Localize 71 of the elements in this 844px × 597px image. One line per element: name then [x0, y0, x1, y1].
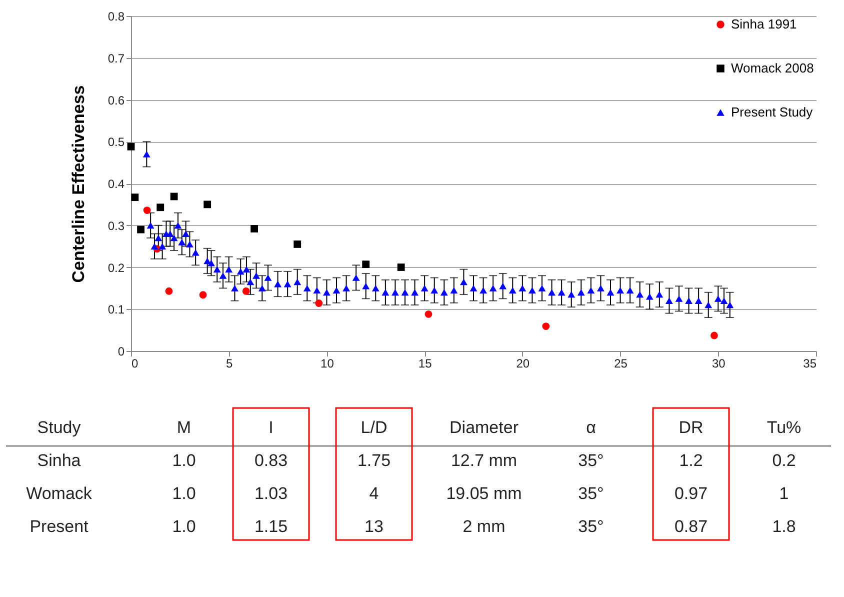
x-tick-label: 0	[132, 356, 138, 370]
y-tick-label: 0.6	[108, 93, 125, 108]
text: Diameter	[450, 418, 519, 437]
text: 1.15	[254, 517, 288, 536]
text: 0.97	[674, 484, 708, 503]
text: 0.83	[254, 451, 288, 470]
point	[156, 204, 164, 212]
text: 1.8	[772, 517, 796, 536]
text: 1	[779, 484, 789, 503]
x-tick-label: 30	[712, 356, 726, 370]
point	[131, 194, 139, 202]
point	[294, 240, 302, 248]
text: 2 mm	[462, 517, 506, 536]
text: DR	[678, 418, 704, 437]
text: 19.05 mm	[446, 484, 522, 503]
text: α	[586, 418, 596, 437]
text: 1.03	[254, 484, 288, 503]
point	[397, 264, 405, 271]
point	[143, 206, 151, 214]
x-tick-label: 20	[516, 356, 530, 370]
point	[315, 300, 323, 307]
text: Womack	[26, 484, 92, 503]
point	[165, 287, 173, 295]
point	[542, 322, 550, 330]
point	[199, 291, 207, 299]
x-tick-label: 35	[803, 356, 817, 370]
point	[127, 142, 135, 150]
y-tick-label: 0.4	[108, 177, 125, 191]
text: 1.0	[172, 517, 196, 536]
point	[250, 225, 258, 232]
text: 35°	[578, 517, 604, 536]
point	[204, 200, 212, 208]
text: Present	[30, 517, 89, 536]
x-tick-label: 5	[226, 356, 234, 370]
text: 35°	[578, 484, 604, 503]
y-tick-label: 0.3	[108, 218, 125, 233]
point	[170, 192, 178, 200]
text: 0.2	[772, 451, 796, 470]
text: Sinha	[37, 451, 82, 470]
point	[362, 260, 370, 268]
text: 4	[369, 484, 379, 503]
point	[424, 310, 432, 318]
text: 35°	[578, 451, 604, 470]
y-tick-label: 0	[118, 344, 125, 358]
point	[137, 226, 144, 234]
text: Study	[37, 418, 82, 437]
legend-label: Present Study	[731, 104, 814, 120]
text: 12.7 mm	[450, 451, 518, 470]
text: L/D	[360, 418, 388, 437]
y-tick-label: 0.2	[108, 260, 125, 275]
x-tick-label: 10	[320, 356, 334, 370]
text: 1.0	[172, 451, 196, 470]
y-tick-label: 0.5	[108, 135, 125, 150]
text: M	[176, 418, 192, 437]
text: 1.75	[357, 451, 391, 470]
point	[710, 332, 718, 340]
text: I	[268, 418, 274, 437]
y-axis-title: Centerline Effectiveness	[68, 85, 88, 283]
x-tick-label: 25	[614, 356, 628, 370]
point	[242, 287, 250, 295]
y-tick-label: 0.8	[108, 10, 125, 24]
legend-label: Sinha 1991	[731, 16, 797, 32]
text: 1.2	[679, 451, 703, 470]
text: 1.0	[172, 484, 196, 503]
y-tick-label: 0.7	[108, 51, 125, 66]
legend-label: Womack 2008	[731, 60, 814, 76]
text: 13	[364, 517, 384, 536]
text: 0.87	[674, 517, 708, 536]
x-tick-label: 15	[418, 356, 432, 370]
text: Tu%	[766, 418, 802, 437]
y-tick-label: 0.1	[108, 302, 125, 317]
